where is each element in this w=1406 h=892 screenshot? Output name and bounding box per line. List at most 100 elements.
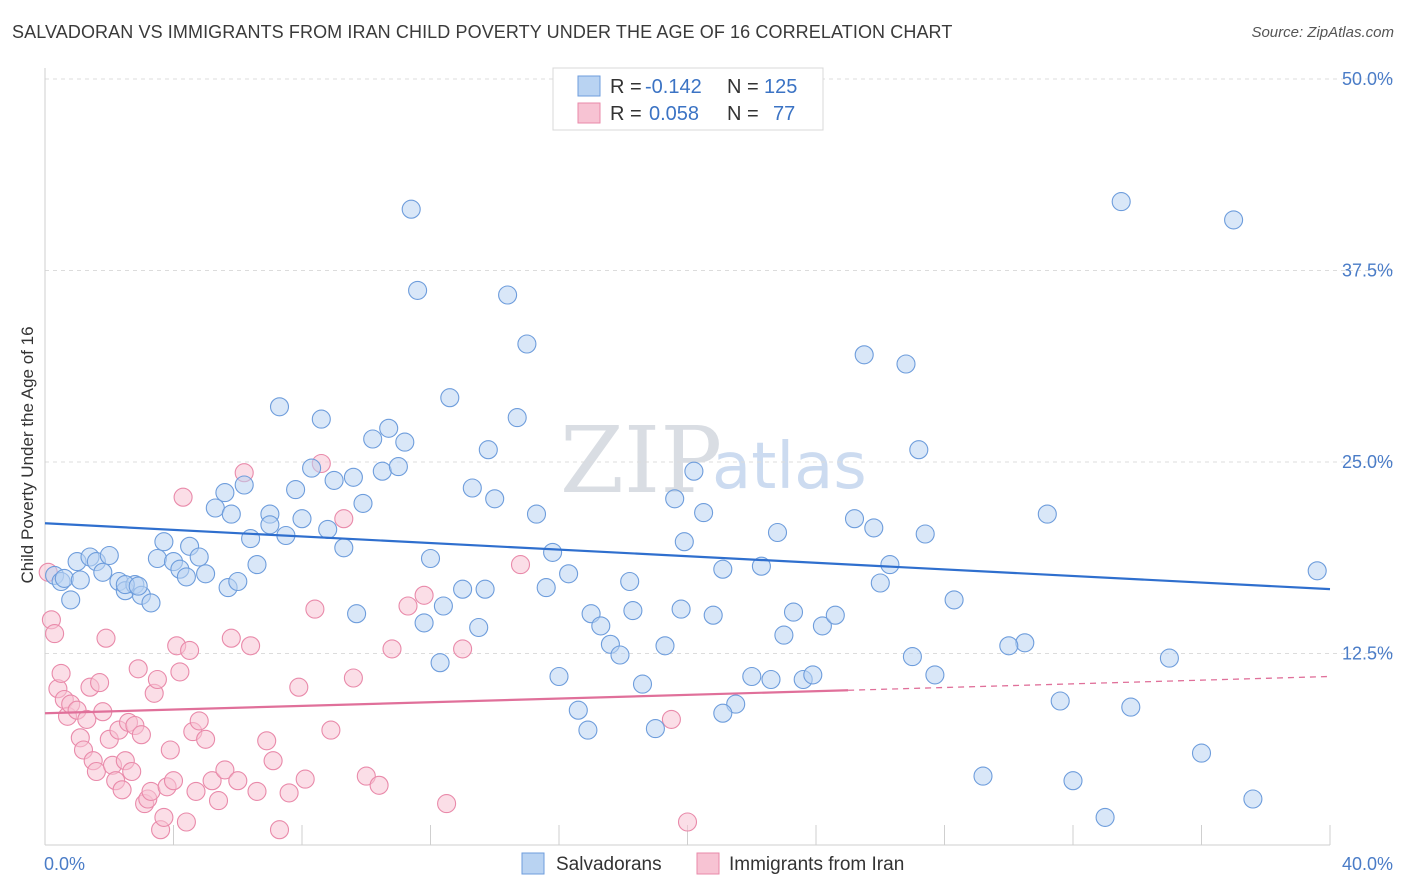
scatter-point (909, 440, 929, 460)
bottom-legend-swatch-pink (696, 852, 720, 875)
scatter-point (343, 467, 363, 487)
scatter-point (334, 538, 354, 558)
scatter-point (462, 478, 482, 498)
trend-line-iran-extrapolated (848, 675, 1331, 691)
scatter-point (279, 783, 299, 803)
legend-box: R = -0.142 N = 125 R = 0.058 N = 77 (552, 67, 824, 131)
scatter-point (263, 751, 283, 771)
scatter-point (269, 397, 290, 417)
scatter-point (388, 457, 408, 477)
scatter-point (305, 599, 325, 619)
legend-swatch-pink (577, 102, 601, 124)
scatter-point (526, 504, 547, 524)
scatter-point (147, 669, 167, 690)
scatter-point (854, 345, 874, 365)
scatter-point (369, 775, 389, 795)
scatter-point (713, 703, 733, 723)
scatter-point (401, 199, 421, 219)
scatter-point (430, 653, 450, 673)
scatter-point (1191, 743, 1212, 763)
scatter-point (128, 576, 148, 596)
scatter-point (379, 418, 399, 438)
scatter-point (186, 781, 206, 801)
scatter-point (925, 665, 945, 685)
scatter-point (176, 567, 196, 587)
scatter-point (549, 666, 569, 687)
scatter-point (761, 669, 781, 690)
scatter-point (196, 564, 216, 584)
scatter-point (353, 493, 373, 513)
scatter-point (170, 662, 190, 682)
scatter-point (1159, 648, 1179, 668)
scatter-point (694, 503, 714, 523)
scatter-point (414, 585, 434, 605)
scatter-point (510, 555, 531, 575)
scatter-point (453, 579, 473, 599)
scatter-point (469, 617, 489, 638)
scatter-point (343, 668, 363, 688)
scatter-point (1243, 789, 1263, 809)
scatter-point (269, 820, 290, 840)
scatter-point (154, 532, 174, 552)
scatter-point (215, 760, 235, 780)
scatter-point (318, 519, 338, 539)
scatter-point (93, 562, 113, 582)
bottom-legend: Salvadorans Immigrants from Iran (521, 852, 904, 875)
scatter-point (812, 616, 832, 636)
scatter-point (408, 280, 428, 300)
scatter-point (51, 663, 71, 683)
series-salvadorans-points (45, 192, 1327, 827)
scatter-point (726, 694, 746, 714)
scatter-point (70, 570, 90, 590)
scatter-point (610, 645, 630, 665)
scatter-point (578, 720, 598, 740)
trend-lines (44, 522, 1331, 715)
scatter-point (334, 509, 354, 529)
legend-n-value-1: 125 (764, 76, 797, 98)
scatter-point (324, 470, 344, 490)
scatter-point (453, 639, 473, 659)
scatter-point (241, 529, 261, 549)
scatter-point (128, 659, 148, 679)
scatter-point (973, 766, 993, 786)
trend-line-salvadorans (44, 522, 1331, 591)
trend-line-iran (44, 689, 849, 715)
scatter-point (674, 532, 694, 552)
scatter-point (684, 461, 704, 481)
scatter-point (620, 571, 640, 592)
scatter-point (372, 461, 392, 481)
scatter-point (295, 769, 315, 789)
y-tick-label: 12.5% (1342, 644, 1393, 664)
y-tick-label: 25.0% (1342, 452, 1393, 472)
scatter-point (864, 518, 884, 538)
scatter-point (160, 740, 180, 760)
scatter-point (321, 720, 341, 740)
scatter-point (420, 548, 441, 569)
legend-swatch-blue (577, 75, 601, 97)
legend-r-label-2: R = (610, 103, 642, 125)
scatter-point (99, 545, 119, 566)
scatter-point (915, 524, 935, 544)
scatter-point (257, 731, 277, 751)
scatter-point (189, 711, 209, 731)
scatter-point (1224, 210, 1244, 230)
scatter-point (45, 624, 65, 644)
scatter-point (713, 559, 733, 579)
scatter-point (440, 388, 460, 408)
chart-title: SALVADORAN VS IMMIGRANTS FROM IRAN CHILD… (12, 22, 953, 42)
scatter-point (90, 673, 110, 693)
scatter-point (241, 636, 261, 656)
scatter-point (896, 354, 916, 374)
scatter-point (1095, 807, 1115, 827)
scatter-point (247, 555, 267, 575)
scatter-point (96, 628, 116, 648)
scatter-point (189, 547, 209, 567)
scatter-point (1015, 633, 1035, 653)
scatter-point (173, 487, 193, 507)
scatter-point (228, 771, 248, 791)
scatter-point (559, 564, 579, 584)
scatter-point (154, 807, 174, 827)
scatter-point (260, 515, 280, 535)
scatter-point (147, 548, 167, 569)
